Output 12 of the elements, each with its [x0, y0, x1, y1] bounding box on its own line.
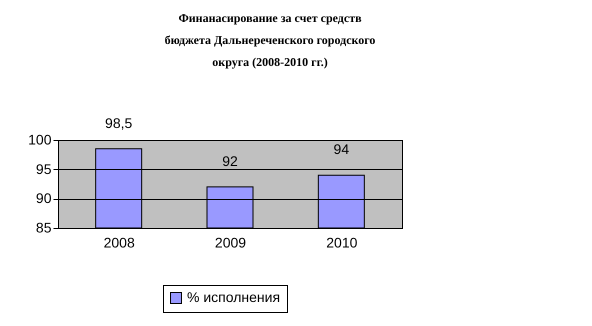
text: 98,5 [105, 114, 132, 131]
x-tick-label: 2009 [214, 234, 246, 250]
x-tick-label: 2010 [326, 234, 358, 250]
legend-label: % исполнения [187, 289, 280, 305]
y-tick-label: 85 [36, 220, 52, 236]
text: 94 [334, 141, 350, 158]
y-tick-label: 95 [36, 160, 52, 177]
x-tick-label: 2008 [104, 234, 135, 250]
y-tick-label: 100 [28, 132, 52, 148]
y-tick-label: 90 [36, 190, 52, 206]
text: 92 [222, 152, 238, 169]
chart-title: Финанасирование за счет средств бюджета Дальнереченского городского округа (2008-2010 гг.) [164, 10, 376, 69]
